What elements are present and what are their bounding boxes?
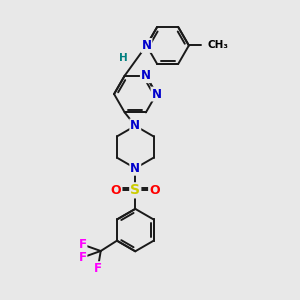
Text: N: N [142,39,152,52]
Text: N: N [130,119,140,132]
Text: F: F [79,251,86,264]
Text: H: H [118,52,127,63]
Text: O: O [149,184,160,197]
Text: N: N [141,69,151,82]
Text: N: N [130,162,140,175]
Text: F: F [79,238,86,251]
Text: F: F [94,262,102,275]
Text: CH₃: CH₃ [208,40,229,50]
Text: S: S [130,183,140,197]
Text: N: N [152,88,161,100]
Text: O: O [111,184,122,197]
